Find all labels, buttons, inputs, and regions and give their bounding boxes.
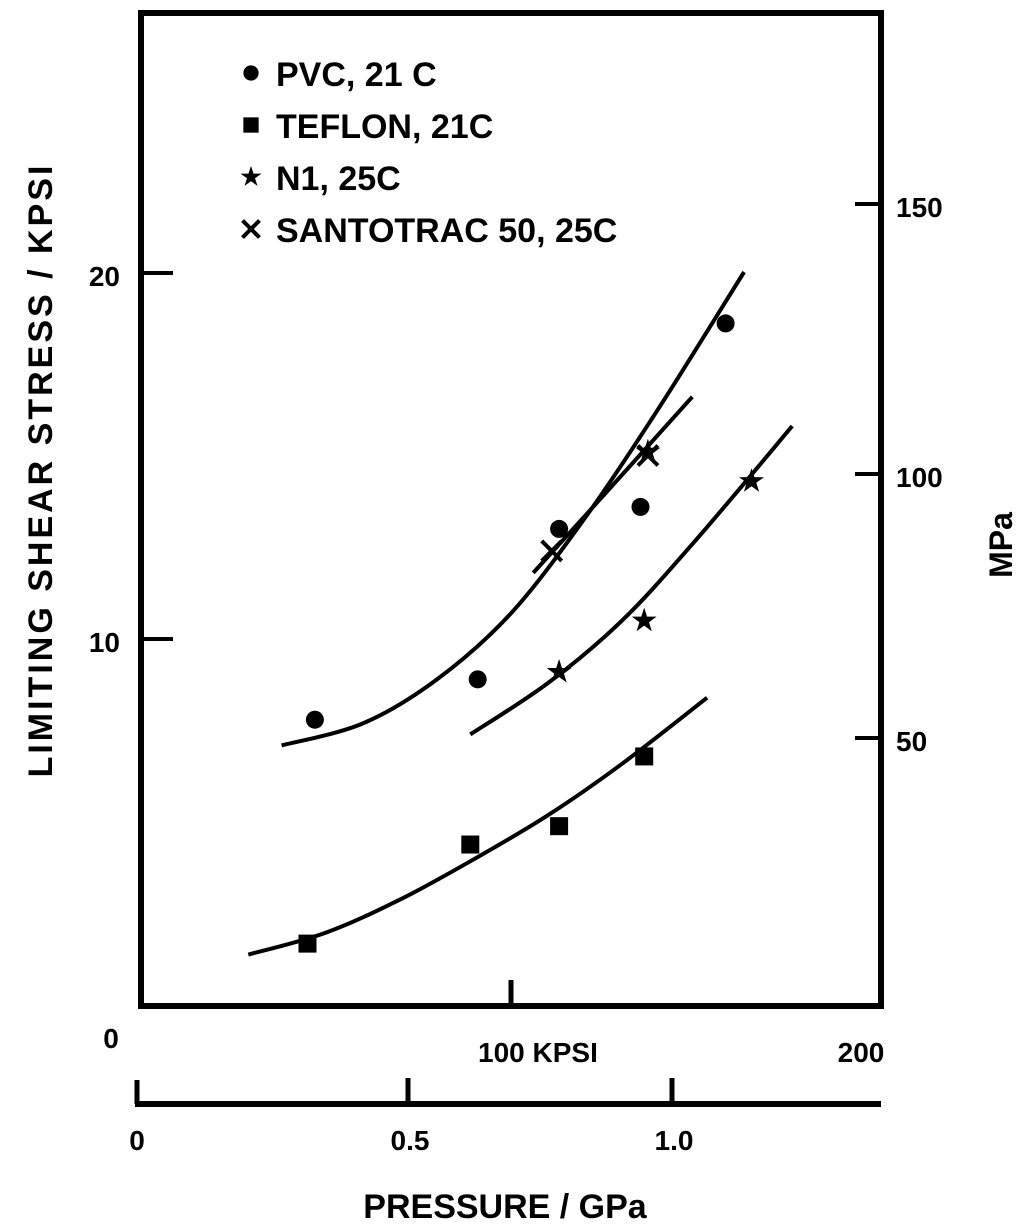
legend: PVC, 21 C TEFLON, 21C N1, 25C SANTOTRAC 50,… — [240, 56, 617, 250]
legend-label-x: SANTOTRAC 50, 25C — [276, 212, 617, 250]
data-point-star-2 — [635, 438, 661, 463]
y-left-tick-label-10: 10 — [89, 627, 120, 658]
y-left-tick-label-20: 20 — [89, 261, 120, 292]
legend-marker-x — [241, 219, 261, 239]
x-gpa-tick-label-0.5: 0.5 — [391, 1125, 430, 1156]
data-point-square-0 — [298, 934, 317, 953]
plot-frame — [138, 10, 884, 1009]
x-top-tick-label-0: 0 — [103, 1023, 119, 1054]
data-point-x-1 — [636, 444, 660, 467]
data-point-square-1 — [461, 835, 480, 854]
y-right-tick-label-150: 150 — [896, 192, 943, 223]
x-gpa-tick-label-1.0: 1.0 — [655, 1125, 694, 1156]
x-axis-title: PRESSURE / GPa — [363, 1188, 648, 1226]
data-point-circle-3 — [631, 497, 650, 516]
legend-marker-circle — [243, 65, 259, 81]
y-right-tick-label-50: 50 — [896, 726, 927, 757]
legend-label-square: TEFLON, 21C — [276, 108, 493, 146]
y-right-ticks — [855, 202, 881, 740]
fit-curve-square — [247, 696, 709, 957]
data-point-star-3 — [739, 468, 764, 492]
data-point-star-0 — [546, 659, 572, 683]
y-left-ticks — [141, 271, 173, 641]
legend-marker-star — [240, 165, 262, 186]
data-point-x-0 — [540, 539, 564, 563]
x-top-tick-label-200: 200 — [838, 1037, 885, 1068]
fit-curves — [247, 270, 794, 957]
data-point-circle-2 — [550, 519, 569, 538]
y-axis-title: LIMITING SHEAR STRESS / KPSI — [22, 163, 60, 778]
x-gpa-ticks — [134, 1078, 675, 1104]
fit-curve-star — [469, 424, 794, 737]
data-points — [298, 314, 764, 953]
data-point-circle-1 — [468, 670, 487, 689]
data-point-square-2 — [550, 817, 569, 836]
data-point-circle-4 — [716, 314, 735, 333]
fit-curve-circle — [281, 270, 746, 748]
legend-marker-square — [243, 117, 259, 133]
legend-label-star: N1, 25C — [276, 160, 401, 198]
x-top-unit-label: 100 KPSI — [478, 1037, 598, 1068]
data-point-circle-0 — [305, 710, 324, 729]
data-point-square-3 — [635, 747, 654, 766]
legend-label-circle: PVC, 21 C — [276, 56, 437, 94]
x-gpa-tick-label-0: 0 — [129, 1125, 145, 1156]
data-point-star-1 — [631, 607, 657, 632]
y-right-axis-title: MPa — [983, 512, 1018, 578]
y-right-tick-label-100: 100 — [896, 462, 943, 493]
